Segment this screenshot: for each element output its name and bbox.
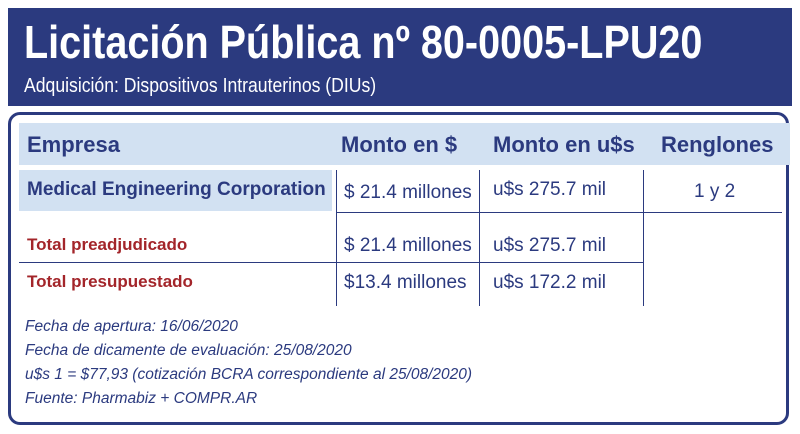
column-header-monto-pesos: Monto en $ xyxy=(341,132,458,157)
column-divider xyxy=(336,170,337,306)
row-divider xyxy=(336,212,782,213)
table-header-band xyxy=(19,123,790,165)
note-cotizacion: u$s 1 = $77,93 (cotización BCRA correspo… xyxy=(25,366,473,383)
total-preadjudicado-pesos: $ 21.4 millones xyxy=(344,235,472,256)
total-preadjudicado-label: Total preadjudicado xyxy=(27,235,188,254)
page-subtitle: Adquisición: Dispositivos Intrauterinos … xyxy=(24,75,377,97)
total-presupuestado-usd: u$s 172.2 mil xyxy=(493,272,607,293)
total-preadjudicado-usd: u$s 275.7 mil xyxy=(493,235,607,256)
company-renglones: 1 y 2 xyxy=(694,181,736,202)
column-header-monto-usd: Monto en u$s xyxy=(493,132,635,157)
company-monto-usd: u$s 275.7 mil xyxy=(493,179,607,200)
total-presupuestado-pesos: $13.4 millones xyxy=(344,272,467,293)
column-header-renglones: Renglones xyxy=(661,132,774,157)
company-name: Medical Engineering Corporation xyxy=(27,179,326,200)
company-monto-pesos: $ 21.4 millones xyxy=(344,182,472,203)
results-table: Empresa Monto en $ Monto en u$s Renglone… xyxy=(8,112,790,425)
note-fecha-dictamen: Fecha de dicamente de evaluación: 25/08/… xyxy=(25,342,352,359)
page-title: Licitación Pública nº 80-0005-LPU20 xyxy=(24,16,703,68)
note-fecha-apertura: Fecha de apertura: 16/06/2020 xyxy=(25,318,238,335)
column-header-empresa: Empresa xyxy=(27,132,120,157)
column-divider xyxy=(643,170,644,306)
row-divider xyxy=(19,262,643,263)
total-presupuestado-label: Total presupuestado xyxy=(27,272,193,291)
title-banner: Licitación Pública nº 80-0005-LPU20 Adqu… xyxy=(8,8,792,106)
company-row-band xyxy=(19,170,332,211)
column-divider xyxy=(479,170,480,306)
footnotes: Fecha de apertura: 16/06/2020 Fecha de d… xyxy=(25,315,775,411)
note-fuente: Fuente: Pharmabiz + COMPR.AR xyxy=(25,390,258,407)
